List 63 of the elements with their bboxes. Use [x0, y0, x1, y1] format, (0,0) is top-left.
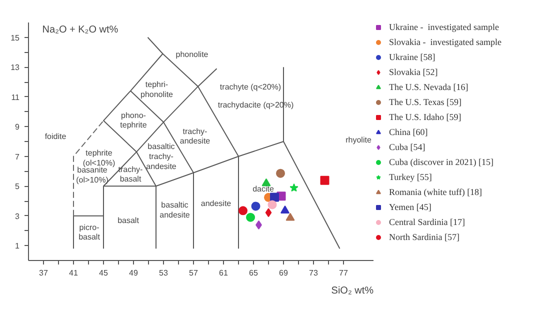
x-tick-label: 53: [159, 268, 168, 278]
legend-label: The U.S. Texas [59]: [389, 97, 462, 107]
x-tick-label: 49: [129, 268, 138, 278]
annotation: trachy- andesite: [180, 126, 211, 146]
annotation: rhyolite: [346, 136, 372, 145]
legend-label: The U.S. Nevada [16]: [389, 82, 468, 92]
point: [276, 168, 285, 178]
y-tick-label: 9: [15, 122, 20, 132]
y-tick-label: 5: [15, 182, 20, 192]
x-tick-label: 61: [219, 268, 228, 278]
point: [268, 200, 277, 210]
y-tick-label: 1: [15, 242, 20, 251]
annotation: foidite: [44, 132, 67, 141]
legend-label: Central Sardinia [17]: [389, 217, 465, 227]
x-tick-label: 37: [39, 268, 48, 278]
legend-label: North Sardinia [57]: [389, 232, 460, 242]
annotation: trachyte (q<20%): [220, 82, 282, 92]
annotation: tephri- phonolite: [140, 80, 174, 99]
x-tick-label: 45: [99, 268, 108, 278]
legend-label: Turkey [55]: [389, 172, 432, 182]
x-axis-title: SiO₂ wt%: [331, 286, 374, 296]
point: [246, 212, 255, 222]
y-tick-label: 7: [15, 152, 20, 162]
annotation: tephrite (ol<10%): [82, 148, 116, 168]
y-tick-label: 15: [10, 33, 20, 42]
annotation: picro- basalt: [78, 222, 101, 242]
y-tick-label: 3: [15, 212, 20, 221]
point: [286, 212, 295, 221]
y-axis-title: Na₂O + K₂O wt%: [42, 24, 118, 36]
annotation: phonolite: [176, 50, 209, 60]
point: [320, 176, 330, 185]
point: [270, 192, 279, 202]
x-tick-label: 57: [189, 268, 198, 278]
point: [290, 183, 298, 192]
annotation: trachy- basalt: [118, 164, 144, 184]
annotation: basaltic andesite: [160, 200, 190, 220]
point: [280, 206, 290, 214]
x-tick-label: 73: [309, 268, 318, 278]
legend-label: Ukraine - investigated sample: [389, 22, 499, 32]
x-tick-label: 77: [339, 268, 348, 278]
y-tick-label: 11: [11, 92, 20, 102]
annotation: andesite: [200, 198, 232, 208]
legend-label: Slovakia [52]: [389, 67, 438, 77]
annotation: basanite (ol>10%): [76, 166, 109, 184]
legend-label: Cuba (discover in 2021) [15]: [389, 157, 494, 167]
annotation: dacite: [252, 184, 274, 194]
legend-label: Romania (white tuff) [18]: [389, 187, 482, 197]
legend-label: Slovakia - investigated sample: [389, 37, 502, 47]
y-tick-label: 13: [10, 63, 20, 72]
annotation: basalt: [118, 216, 140, 225]
x-tick-label: 65: [249, 268, 258, 278]
annotation: phono- tephrite: [120, 110, 148, 130]
point: [238, 206, 248, 216]
legend-label: The U.S. Idaho [59]: [389, 112, 462, 122]
legend-label: Cuba [54]: [389, 142, 426, 152]
annotation: basaltic trachy- andesite: [146, 142, 177, 171]
legend-label: Yemen [45]: [389, 202, 432, 212]
legend-label: China [60]: [389, 127, 428, 137]
point: [265, 208, 272, 218]
x-tick-label: 69: [279, 268, 288, 278]
point: [251, 202, 260, 211]
x-tick-label: 41: [69, 268, 78, 278]
legend-label: Ukraine [58]: [389, 52, 436, 62]
